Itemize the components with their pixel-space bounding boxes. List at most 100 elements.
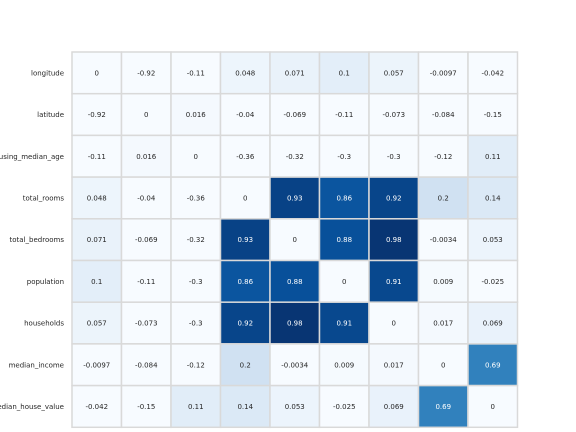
cell-value-label-1-5: -0.11 xyxy=(335,111,353,119)
row-labels: longitude latitude housing_median_agetotal… xyxy=(0,69,64,411)
heatmap-cell-8-4 xyxy=(269,384,321,429)
cell-value-label-7-2: -0.12 xyxy=(187,361,205,369)
heatmap-cell-8-0 xyxy=(71,384,123,429)
cell-value-label-5-7: 0.009 xyxy=(433,278,453,286)
cell-value-label-8-6: 0.069 xyxy=(384,403,404,411)
cell-value-label-8-4: 0.053 xyxy=(285,403,305,411)
heatmap-cell-7-8 xyxy=(467,343,519,387)
row-label-2: housing_median_age xyxy=(0,153,64,161)
heatmap-cell-8-1 xyxy=(120,384,172,429)
cell-value-label-4-1: -0.069 xyxy=(135,236,158,244)
heatmap-cell-7-3 xyxy=(219,343,271,387)
heatmap-cell-1-2 xyxy=(170,92,222,137)
cell-value-label-6-0: 0.057 xyxy=(87,320,107,328)
cell-value-label-1-4: -0.069 xyxy=(283,111,306,119)
cell-value-label-6-3: 0.92 xyxy=(237,320,253,328)
cell-value-label-7-1: -0.084 xyxy=(135,361,158,369)
cell-value-label-0-8: -0.042 xyxy=(481,69,504,77)
heatmap-cell-0-5 xyxy=(318,51,370,95)
cell-value-label-4-8: 0.053 xyxy=(483,236,503,244)
cell-value-label-8-3: 0.14 xyxy=(237,403,253,411)
cell-value-label-6-2: -0.3 xyxy=(189,320,203,328)
heatmap-cell-5-8 xyxy=(467,259,519,303)
cell-value-label-6-6: 0 xyxy=(392,320,396,328)
cell-value-label-3-3: 0 xyxy=(243,194,247,202)
heatmap-cell-6-1 xyxy=(120,301,172,345)
cell-value-label-2-1: 0.016 xyxy=(136,153,157,161)
cell-value-label-1-3: -0.04 xyxy=(236,111,255,119)
heatmap-cell-6-0 xyxy=(71,301,123,345)
row-label-6: households xyxy=(24,320,64,328)
heatmap-cell-3-3 xyxy=(219,176,271,220)
cell-value-label-0-5: 0.1 xyxy=(339,69,350,77)
row-label-0: longitude xyxy=(31,69,64,77)
row-label-5: population xyxy=(27,278,64,286)
heatmap-cells xyxy=(71,51,519,429)
cell-value-label-8-5: -0.025 xyxy=(333,403,356,411)
cell-value-label-7-6: 0.017 xyxy=(384,361,404,369)
cell-value-label-7-3: 0.2 xyxy=(240,361,251,369)
cell-value-label-0-0: 0 xyxy=(95,69,99,77)
cell-value-label-5-3: 0.86 xyxy=(237,278,253,286)
cell-value-label-7-7: 0 xyxy=(441,361,445,369)
heatmap-value-labels: 0 -0.92 -0.11 0.048 0.071 0.1 0.057 -0.0097 -0.0… xyxy=(83,69,504,411)
cell-value-label-0-2: -0.11 xyxy=(187,69,205,77)
cell-value-label-5-4: 0.88 xyxy=(287,278,303,286)
cell-value-label-1-1: 0 xyxy=(144,111,148,119)
heatmap-cell-2-1 xyxy=(120,134,172,178)
cell-value-label-3-5: 0.86 xyxy=(336,194,352,202)
heatmap-cell-7-0 xyxy=(71,343,123,387)
heatmap-cell-2-8 xyxy=(467,134,519,178)
heatmap-cell-2-4 xyxy=(269,134,321,178)
heatmap-cell-5-2 xyxy=(170,259,222,303)
row-label-7: median_income xyxy=(9,361,64,369)
cell-value-label-2-2: 0 xyxy=(194,153,198,161)
cell-value-label-4-2: -0.32 xyxy=(187,236,205,244)
heatmap-cell-5-7 xyxy=(417,259,469,303)
heatmap-cell-6-4 xyxy=(269,301,321,345)
cell-value-label-6-5: 0.91 xyxy=(336,320,352,328)
heatmap-cell-1-0 xyxy=(71,92,123,137)
cell-value-label-4-4: 0 xyxy=(293,236,297,244)
heatmap-cell-3-8 xyxy=(467,176,519,220)
heatmap-cell-5-0 xyxy=(71,259,123,303)
cell-value-label-8-0: -0.042 xyxy=(85,403,108,411)
cell-value-label-7-8: 0.69 xyxy=(485,361,501,369)
cell-value-label-2-0: -0.11 xyxy=(88,153,106,161)
cell-value-label-1-8: -0.15 xyxy=(484,111,502,119)
cell-value-label-0-3: 0.048 xyxy=(235,69,255,77)
heatmap-cell-7-2 xyxy=(170,343,222,387)
heatmap-cell-8-2 xyxy=(170,384,222,429)
cell-value-label-2-5: -0.3 xyxy=(337,153,351,161)
cell-value-label-4-7: -0.0034 xyxy=(430,236,458,244)
cell-value-label-1-2: 0.016 xyxy=(186,111,207,119)
heatmap-cell-2-3 xyxy=(219,134,271,178)
cell-value-label-8-7: 0.69 xyxy=(435,403,451,411)
cell-value-label-5-0: 0.1 xyxy=(91,278,102,286)
cell-value-label-7-0: -0.0097 xyxy=(83,361,110,369)
cell-value-label-3-8: 0.14 xyxy=(485,194,501,202)
cell-value-label-5-8: -0.025 xyxy=(481,278,504,286)
cell-value-label-4-0: 0.071 xyxy=(87,236,107,244)
cell-value-label-6-4: 0.98 xyxy=(287,320,303,328)
cell-value-label-8-1: -0.15 xyxy=(137,403,155,411)
cell-value-label-4-6: 0.98 xyxy=(386,236,402,244)
cell-value-label-1-6: -0.073 xyxy=(382,111,405,119)
heatmap-cell-8-5 xyxy=(318,384,370,429)
cell-value-label-1-7: -0.084 xyxy=(432,111,455,119)
cell-value-label-6-7: 0.017 xyxy=(433,320,453,328)
cell-value-label-0-4: 0.071 xyxy=(285,69,305,77)
cell-value-label-7-5: 0.009 xyxy=(334,361,354,369)
cell-value-label-6-1: -0.073 xyxy=(135,320,158,328)
heatmap-cell-8-8 xyxy=(467,384,519,429)
heatmap-cell-1-8 xyxy=(467,92,519,137)
cell-value-label-2-4: -0.32 xyxy=(286,153,304,161)
cell-value-label-4-3: 0.93 xyxy=(237,236,253,244)
heatmap-cell-6-6 xyxy=(368,301,420,345)
heatmap-cell-7-4 xyxy=(269,343,321,387)
cell-value-label-8-8: 0 xyxy=(491,403,495,411)
cell-value-label-0-7: -0.0097 xyxy=(430,69,457,77)
row-label-1: latitude xyxy=(37,111,64,119)
